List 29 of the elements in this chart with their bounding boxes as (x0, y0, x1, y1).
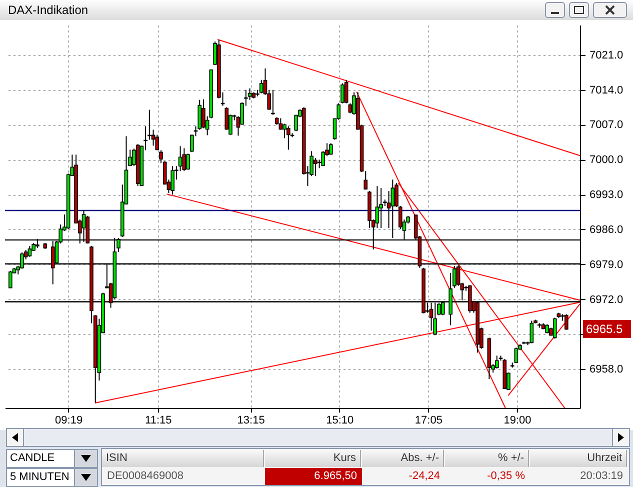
x-tick-label: 09:19 (55, 414, 83, 426)
y-tick-label: 6958.0 (590, 364, 624, 376)
text: ISIN (102, 450, 264, 467)
y-tick-label: 7007.0 (590, 119, 624, 132)
text: 20:03:19 (579, 469, 624, 484)
text: DE0008469008 (106, 469, 184, 484)
y-tick-label: 6972.0 (590, 294, 624, 306)
x-tick-label: 13:15 (237, 414, 265, 426)
text: % +/- (445, 450, 529, 467)
text: -0,35 % (486, 469, 526, 484)
x-tick-label: 19:00 (504, 414, 532, 426)
text: 6.965,50 (265, 468, 362, 485)
x-tick-label: 11:15 (145, 414, 172, 426)
text: 6965.5 (583, 320, 631, 338)
text: Kurs (265, 450, 361, 467)
text: Abs. +/- (362, 450, 444, 467)
y-tick-label: 6986.0 (590, 224, 624, 236)
y-tick-label: 7000.0 (590, 154, 624, 166)
chart-title: DAX-Indikation (8, 3, 88, 17)
text: 5 MINUTEN (10, 470, 70, 485)
text: CANDLE (10, 451, 55, 466)
text: -24,24 (408, 469, 441, 484)
text: Uhrzeit (530, 450, 627, 467)
y-tick-label: 7014.0 (590, 84, 624, 96)
x-tick-label: 17:05 (414, 414, 442, 426)
y-tick-label: 6993.0 (590, 189, 624, 202)
y-tick-label: 7021.0 (590, 49, 624, 62)
y-tick-label: 6979.0 (590, 258, 624, 271)
x-tick-label: 15:10 (326, 414, 354, 426)
